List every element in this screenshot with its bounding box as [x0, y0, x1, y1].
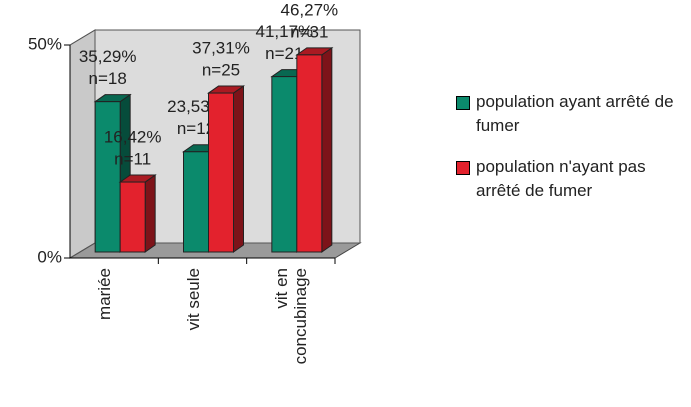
- bar: [208, 92, 234, 253]
- data-label: n=18: [89, 69, 127, 88]
- bar: [94, 101, 121, 253]
- bar: [119, 181, 146, 253]
- data-label: n=12: [177, 119, 215, 138]
- data-label: n=31: [290, 22, 328, 41]
- bar-side: [321, 46, 333, 253]
- data-label: n=11: [114, 150, 151, 169]
- data-label: n=25: [202, 61, 240, 80]
- x-tick-label: vit en concubinage: [271, 268, 310, 365]
- bar-side: [144, 174, 156, 253]
- data-label: 37,31%: [192, 39, 250, 58]
- data-label: 41,17%: [255, 22, 313, 41]
- legend-label: population n'ayant pas arrêté de fumer: [476, 157, 646, 200]
- grid-line: [69, 29, 96, 46]
- bar: [271, 76, 298, 253]
- legend-swatch: [456, 161, 470, 175]
- data-label: 35,29%: [79, 47, 137, 66]
- y-tick-label: 0%: [37, 247, 62, 266]
- data-label: 46,27%: [280, 0, 338, 19]
- legend-swatch: [456, 96, 470, 110]
- y-tick-label: 50%: [28, 34, 62, 53]
- data-label: 16,42%: [104, 128, 162, 147]
- data-label: n=21: [265, 44, 303, 63]
- legend-label: population ayant arrêté de fumer: [476, 92, 674, 135]
- bar-side: [233, 85, 244, 253]
- x-tick-label: mariée: [95, 268, 115, 320]
- bar: [183, 151, 209, 253]
- grid-line: [69, 242, 96, 259]
- bar: [296, 54, 323, 253]
- x-tick-label: vit seule: [183, 268, 203, 331]
